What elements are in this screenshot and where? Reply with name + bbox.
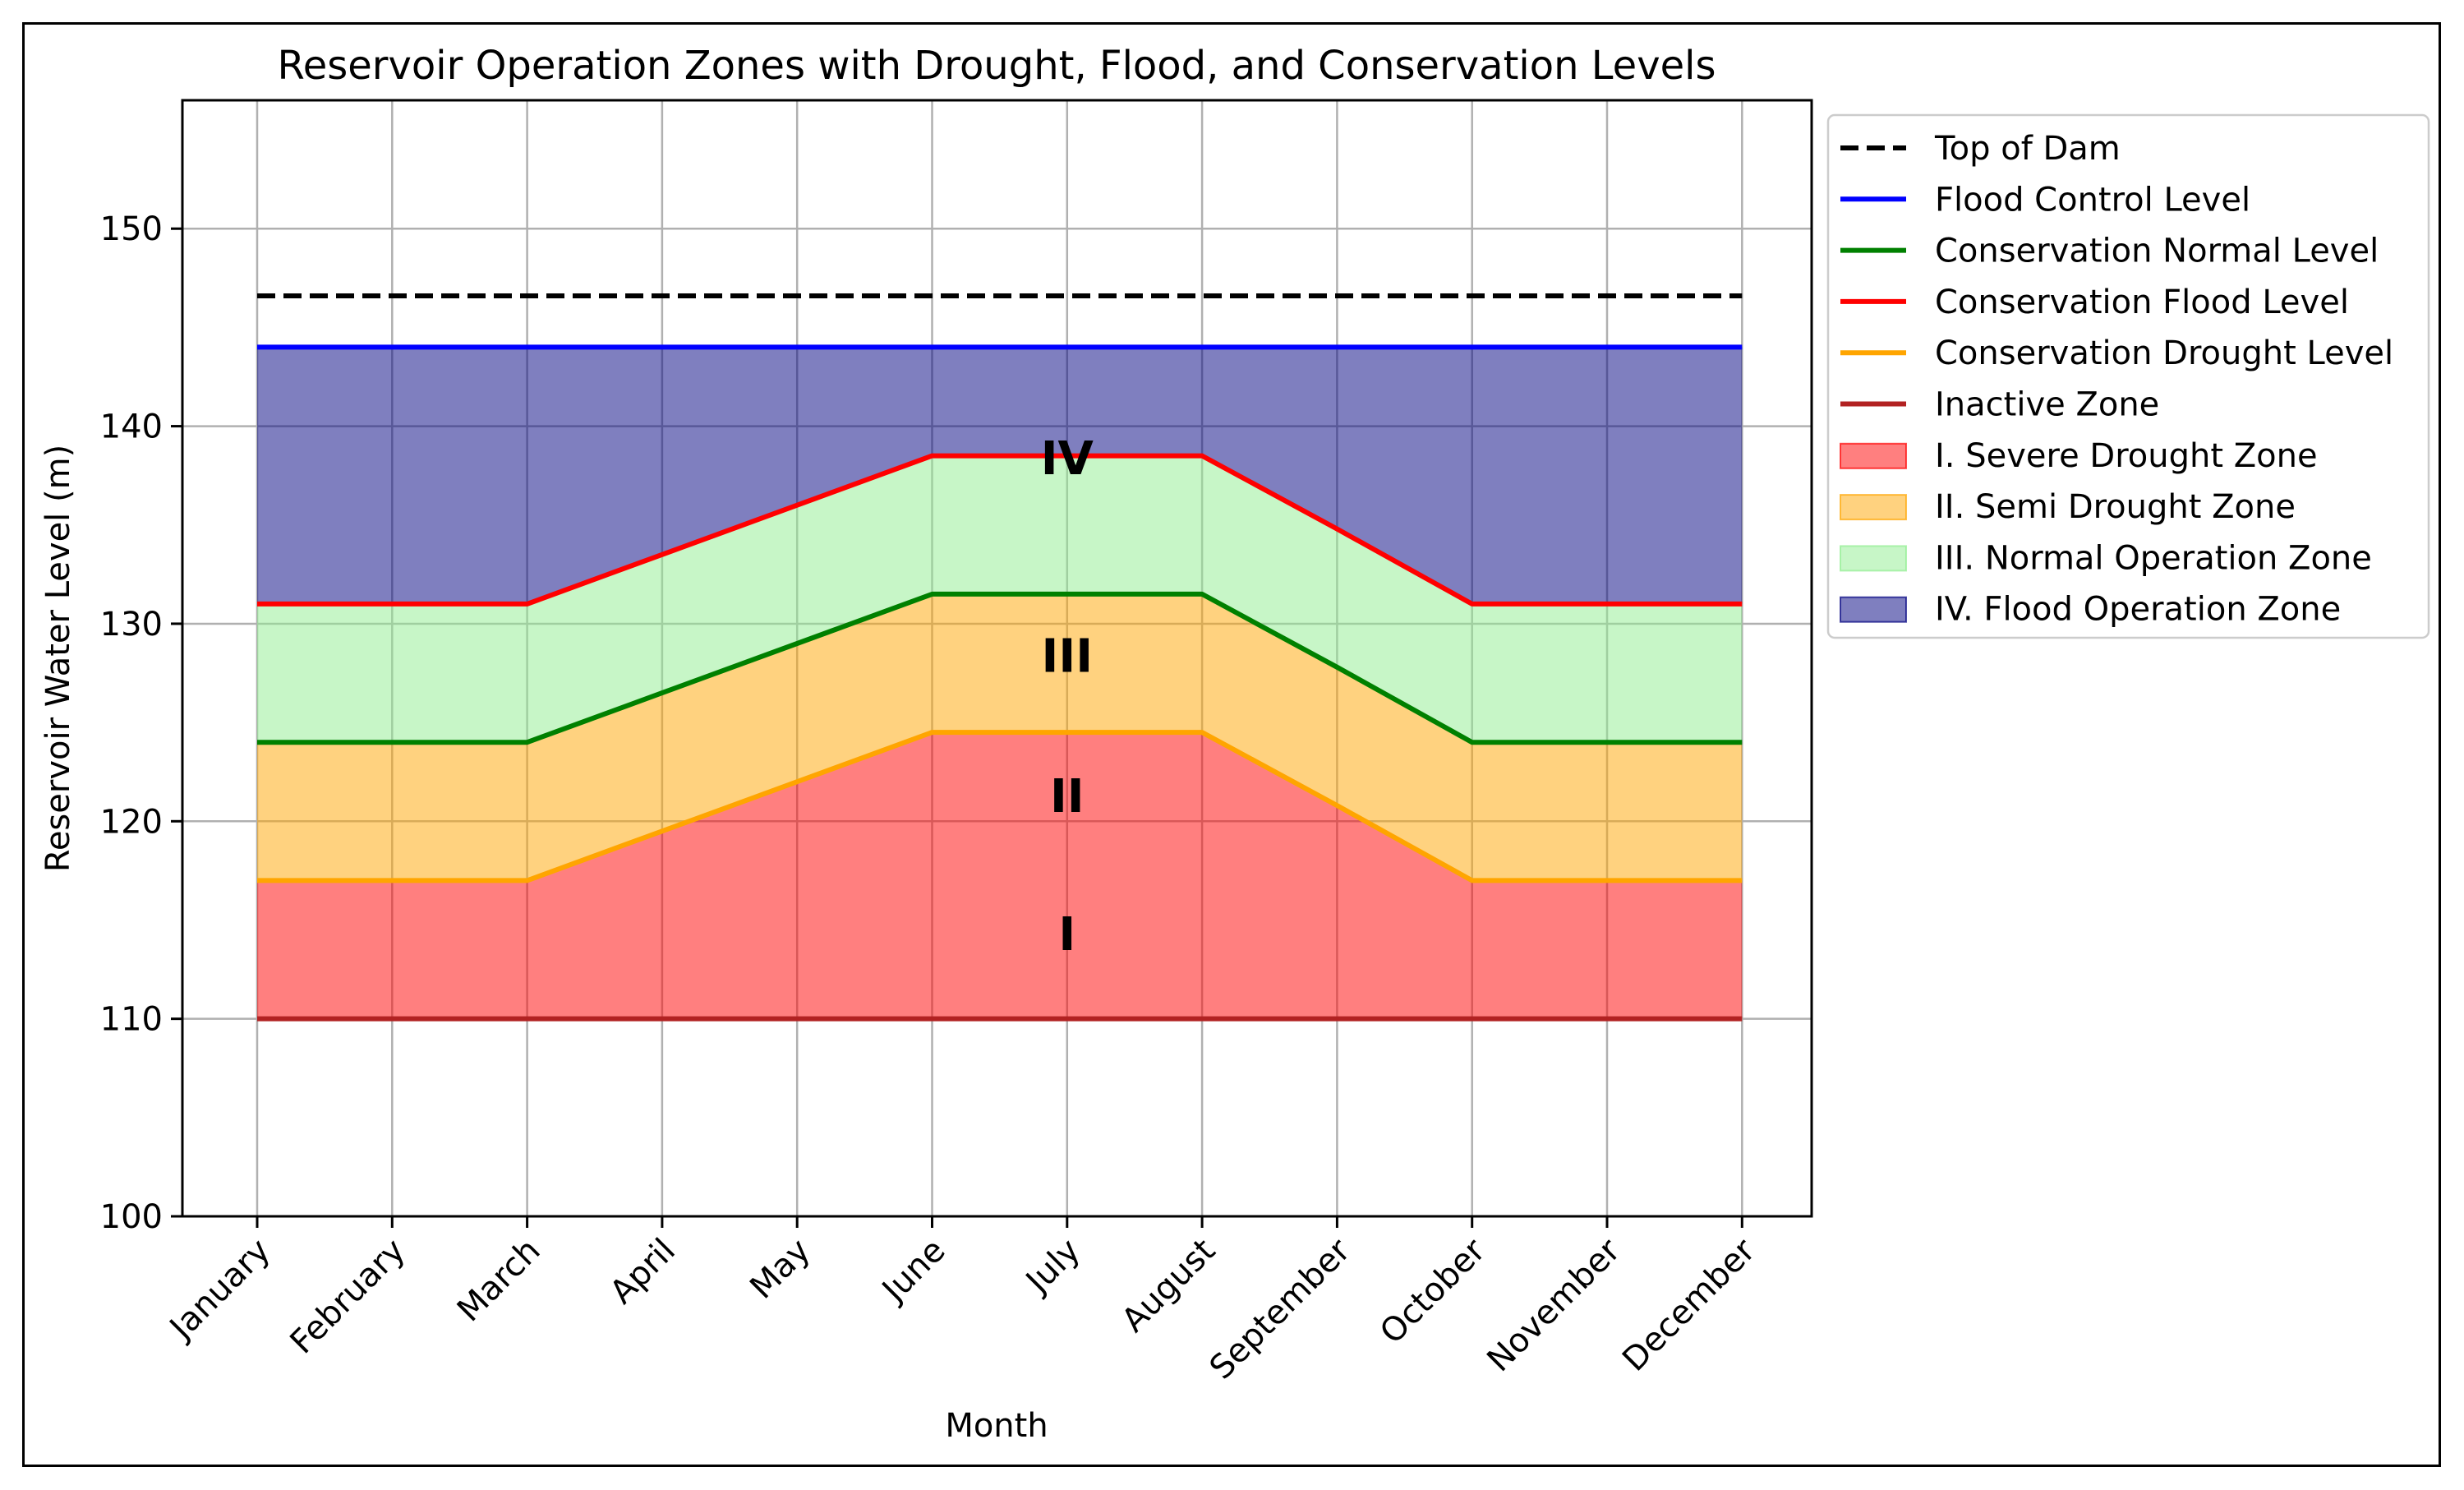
y-axis-label: Reservoir Water Level (m) xyxy=(39,445,77,872)
legend-swatch xyxy=(1840,545,1907,572)
y-tick-label: 130 xyxy=(100,606,163,644)
y-tick-label: 110 xyxy=(100,1001,163,1039)
legend-label: IV. Flood Operation Zone xyxy=(1935,591,2341,629)
x-tick-label: May xyxy=(743,1232,817,1307)
x-tick-label: April xyxy=(603,1232,683,1312)
zone-area xyxy=(257,347,1743,604)
x-tick-label: December xyxy=(1615,1231,1763,1379)
x-tick-label: November xyxy=(1480,1231,1628,1379)
y-tick-label: 140 xyxy=(100,408,163,446)
legend-label: III. Normal Operation Zone xyxy=(1935,539,2372,577)
y-axis: 100 110 120 130 140 150 xyxy=(100,210,182,1236)
zone-label: I xyxy=(1058,908,1075,962)
legend-label: Conservation Drought Level xyxy=(1935,334,2393,372)
level-line xyxy=(257,591,1743,745)
legend-label: Top of Dam xyxy=(1934,130,2121,168)
plot-area-border xyxy=(181,99,1813,1218)
zone-area xyxy=(257,732,1743,1019)
legend-label: Conservation Normal Level xyxy=(1935,233,2379,270)
zone-area xyxy=(257,593,1743,881)
legend-label: Conservation Flood Level xyxy=(1935,284,2349,321)
legend-swatch xyxy=(1840,494,1907,521)
level-lines xyxy=(257,293,1743,1022)
legend-label: Flood Control Level xyxy=(1935,181,2250,219)
x-tick-label: January xyxy=(161,1232,278,1349)
x-axis: January February March April May June July Augu… xyxy=(161,1216,1763,1386)
x-tick-label: August xyxy=(1115,1232,1223,1340)
y-tick-label: 100 xyxy=(100,1198,163,1236)
zone-area xyxy=(257,455,1743,743)
zone-label: IV xyxy=(1041,432,1094,486)
legend-box xyxy=(1826,113,2430,639)
level-line xyxy=(257,730,1743,883)
level-line xyxy=(257,453,1743,607)
x-axis-label: Month xyxy=(945,1407,1048,1445)
legend: Top of Dam Flood Control Level Conservatio… xyxy=(1826,113,2430,639)
x-tick-label: October xyxy=(1373,1231,1493,1351)
zones xyxy=(257,347,1743,1019)
zone-label: II xyxy=(1050,770,1085,823)
x-tick-label: June xyxy=(873,1232,952,1311)
chart-title: Reservoir Operation Zones with Drought, … xyxy=(278,43,1716,89)
y-tick-label: 150 xyxy=(100,210,163,248)
y-tick-label: 120 xyxy=(100,803,163,841)
x-tick-label: September xyxy=(1203,1231,1358,1386)
zone-label: III xyxy=(1042,630,1094,683)
x-tick-label: February xyxy=(283,1232,413,1362)
legend-label: II. Semi Drought Zone xyxy=(1935,488,2296,526)
x-tick-label: March xyxy=(450,1232,548,1330)
legend-swatch xyxy=(1840,596,1907,623)
legend-label: Inactive Zone xyxy=(1935,386,2159,424)
legend-swatch xyxy=(1840,442,1907,469)
legend-label: I. Severe Drought Zone xyxy=(1935,437,2318,475)
x-tick-label: July xyxy=(1017,1232,1088,1303)
